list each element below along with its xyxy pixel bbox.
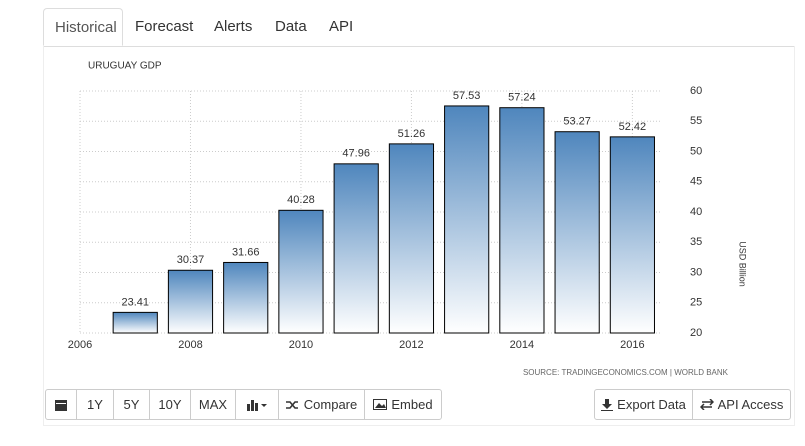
bar — [388, 143, 435, 334]
value-label: 47.96 — [342, 148, 370, 160]
x-tick-label: 2006 — [68, 339, 92, 351]
bar — [278, 209, 324, 334]
bar — [554, 131, 600, 334]
range-button[interactable]: 10Y — [149, 389, 191, 420]
value-label: 57.53 — [453, 90, 481, 102]
bar — [444, 105, 490, 334]
y-tick-label: 20 — [690, 327, 702, 339]
bar — [112, 311, 158, 334]
x-tick-label: 2014 — [510, 339, 534, 351]
range-button[interactable]: MAX — [190, 389, 236, 420]
y-tick-label: 45 — [690, 176, 702, 188]
y-tick-label: 30 — [690, 266, 702, 278]
y-tick-label: 35 — [690, 236, 702, 248]
api-access-button[interactable]: API Access — [692, 389, 791, 420]
value-label: 52.42 — [619, 121, 647, 133]
exchange-icon — [699, 399, 714, 410]
y-tick-label: 25 — [690, 297, 702, 309]
value-label: 51.26 — [398, 128, 426, 140]
value-label: 31.66 — [232, 246, 260, 258]
button-label: Compare — [303, 397, 358, 412]
value-label: 23.41 — [121, 296, 149, 308]
x-tick-label: 2008 — [178, 339, 202, 351]
embed-button[interactable]: Embed — [364, 389, 442, 420]
source: SOURCE: TRADINGECONOMICS.COM | WORLD BAN… — [523, 368, 729, 377]
chart-title: URUGUAY GDP — [88, 61, 162, 72]
tab[interactable]: Historical — [43, 8, 123, 46]
x-tick-label: 2016 — [620, 339, 644, 351]
y-tick-label: 55 — [690, 115, 702, 127]
value-label: 30.37 — [177, 254, 205, 266]
value-label: 40.28 — [287, 194, 315, 206]
button-label: Export Data — [617, 397, 686, 412]
chart: URUGUAY GDP USD Billion SOURCE: TRADINGE… — [68, 61, 748, 377]
y-tick-label: 50 — [690, 145, 702, 157]
value-label: 53.27 — [563, 116, 591, 128]
x-tick-label: 2012 — [399, 339, 423, 351]
chart-type-icon — [247, 399, 267, 411]
y-tick-label: 60 — [690, 85, 702, 97]
bar — [499, 107, 545, 334]
chart-type-button[interactable] — [235, 389, 279, 420]
tab[interactable]: Alerts — [214, 18, 253, 35]
tab[interactable]: Forecast — [135, 18, 194, 35]
tab-bar: Historical Forecast Alerts Data API — [43, 8, 795, 47]
y-axis-label: USD Billion — [738, 241, 748, 287]
tab[interactable]: API — [329, 18, 354, 35]
tab[interactable]: Data — [275, 18, 307, 35]
calendar-icon — [55, 399, 67, 411]
shuffle-icon — [285, 400, 298, 409]
x-tick-label: 2010 — [289, 339, 313, 351]
value-label: 57.24 — [508, 92, 536, 104]
button-label: API Access — [717, 397, 784, 412]
chart-panel — [43, 46, 795, 426]
button-label: Embed — [391, 397, 433, 412]
bar — [223, 261, 269, 334]
bar — [167, 269, 214, 334]
download-icon — [601, 398, 614, 411]
range-button[interactable]: 5Y — [113, 389, 150, 420]
bar — [333, 163, 379, 334]
bar — [609, 136, 655, 334]
y-tick-label: 40 — [690, 206, 702, 218]
image-icon — [373, 399, 388, 410]
compare-button[interactable]: Compare — [278, 389, 365, 420]
range-button[interactable]: 1Y — [76, 389, 114, 420]
calendar-button[interactable] — [45, 389, 77, 420]
export-button[interactable]: Export Data — [594, 389, 693, 420]
